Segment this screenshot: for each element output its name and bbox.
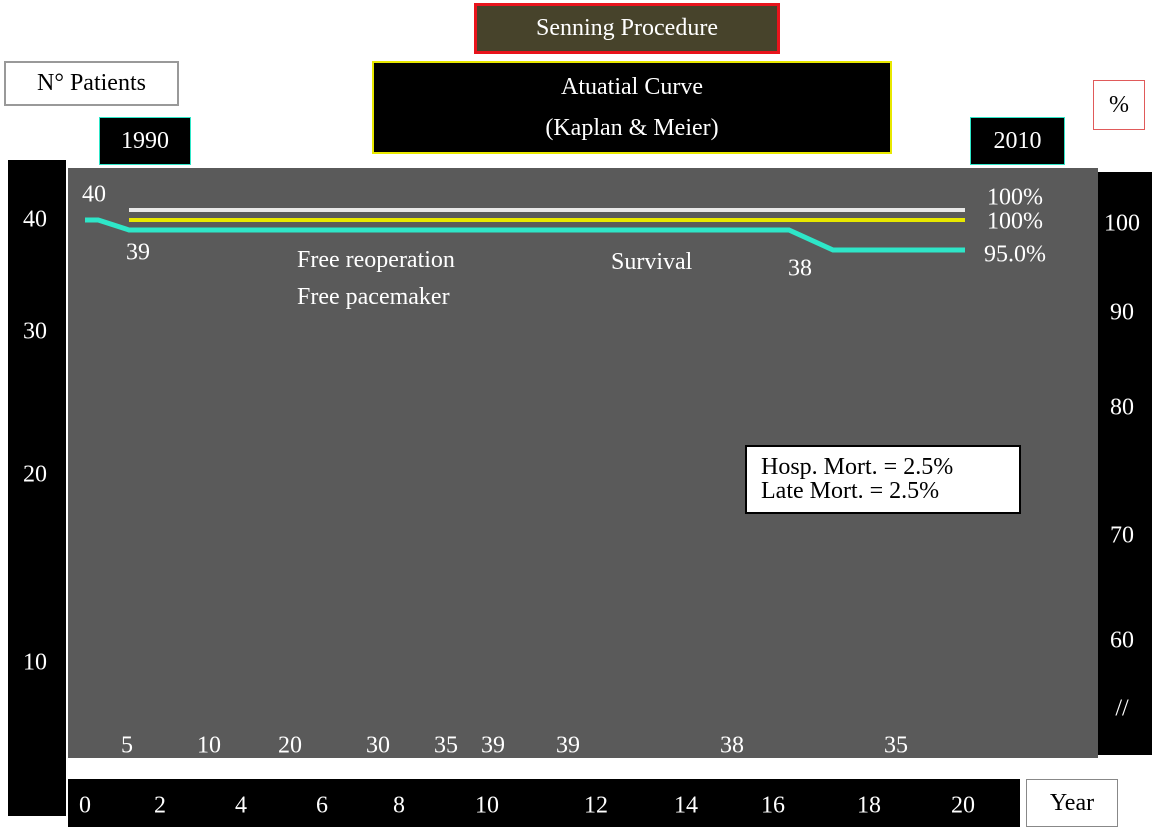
chart-title: Senning Procedure: [474, 3, 780, 54]
series-line-survival: [85, 217, 965, 253]
x-tick-label: 16: [761, 792, 785, 819]
y-right-tick-label: 90: [1110, 299, 1134, 326]
series-label-free-pacemaker: Free pacemaker: [297, 284, 450, 310]
patients-at-risk-label: 38: [720, 732, 744, 759]
y-left-tick-label: 10: [23, 649, 47, 676]
y-left-tick-label: 30: [23, 318, 47, 345]
x-tick-label: 8: [393, 792, 405, 819]
x-tick-label: 0: [79, 792, 91, 819]
patients-at-risk-label: 35: [434, 732, 458, 759]
x-tick-label: 10: [475, 792, 499, 819]
y-left-tick-label: 40: [23, 206, 47, 233]
series-end-label: 95.0%: [984, 241, 1046, 268]
x-axis-label: Year: [1026, 779, 1118, 827]
series-end-label: 100%: [987, 208, 1043, 235]
y-left-tick-label: 20: [23, 461, 47, 488]
mortality-annotation: Hosp. Mort. = 2.5% Late Mort. = 2.5%: [745, 445, 1021, 514]
y-axis-left-label: N° Patients: [4, 61, 179, 106]
y-axis-right: [1098, 172, 1152, 755]
hospital-mortality: Hosp. Mort. = 2.5%: [761, 454, 954, 480]
x-axis: [68, 779, 1020, 827]
patients-at-risk-label: 10: [197, 732, 221, 759]
patients-at-risk-label: 30: [366, 732, 390, 759]
series-label-free-reoperation: Free reoperation: [297, 247, 455, 273]
point-label: 40: [82, 181, 106, 208]
subtitle-line-1: Atuatial Curve: [561, 73, 703, 100]
late-mortality: Late Mort. = 2.5%: [761, 478, 940, 504]
subtitle-line-2: (Kaplan & Meier): [545, 114, 719, 141]
point-label: 39: [126, 239, 150, 266]
y-right-tick-label: 80: [1110, 394, 1134, 421]
x-tick-label: 20: [951, 792, 975, 819]
y-right-tick-label: 70: [1110, 522, 1134, 549]
series-end-label: 100%: [987, 184, 1043, 211]
y-right-tick-label: 100: [1104, 210, 1140, 237]
point-label: 38: [788, 255, 812, 282]
patients-at-risk-label: 20: [278, 732, 302, 759]
y-axis-left: [8, 160, 66, 816]
x-tick-label: 14: [674, 792, 698, 819]
x-tick-label: 2: [154, 792, 166, 819]
series-label-survival: Survival: [611, 249, 693, 275]
x-tick-label: 4: [235, 792, 247, 819]
patients-at-risk-label: 39: [556, 732, 580, 759]
year-end-label: 2010: [970, 117, 1065, 165]
patients-at-risk-label: 35: [884, 732, 908, 759]
x-tick-label: 6: [316, 792, 328, 819]
x-tick-label: 18: [857, 792, 881, 819]
y-axis-right-label: %: [1093, 80, 1145, 130]
y-right-tick-label: 60: [1110, 627, 1134, 654]
y-right-tick-label: //: [1115, 695, 1129, 722]
patients-at-risk-label: 39: [481, 732, 505, 759]
chart-subtitle: Atuatial Curve (Kaplan & Meier): [372, 61, 892, 154]
x-tick-label: 12: [584, 792, 608, 819]
patients-at-risk-label: 5: [121, 732, 133, 759]
year-start-label: 1990: [99, 117, 191, 165]
